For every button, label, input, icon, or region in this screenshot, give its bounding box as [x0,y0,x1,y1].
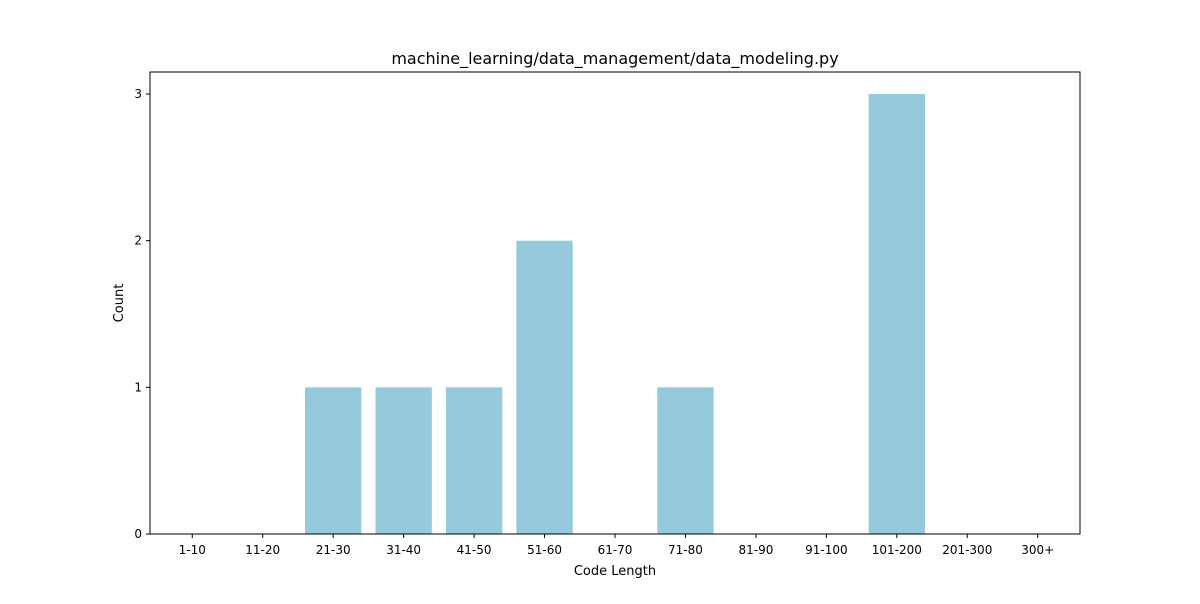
bar-101-200 [868,94,925,534]
x-tick-label: 91-100 [805,543,848,557]
x-tick-label: 21-30 [316,543,351,557]
x-tick-label: 41-50 [457,543,492,557]
y-tick-label: 2 [134,234,142,248]
y-tick-label: 0 [134,527,142,541]
x-tick-label: 101-200 [872,543,922,557]
bar-31-40 [375,387,432,534]
x-tick-label: 11-20 [245,543,280,557]
x-tick-label: 1-10 [179,543,206,557]
x-tick-label: 71-80 [668,543,703,557]
x-tick-label: 51-60 [527,543,562,557]
x-tick-label: 81-90 [738,543,773,557]
chart-title: machine_learning/data_management/data_mo… [391,49,838,69]
x-tick-label: 61-70 [598,543,633,557]
x-axis: 1-10 11-20 21-30 31-40 41-50 51-60 61-70 71-80 8… [179,534,1054,557]
bar-21-30 [305,387,362,534]
y-tick-label: 1 [134,380,142,394]
y-tick-label: 3 [134,87,142,101]
y-axis: 0 1 2 3 [134,87,150,541]
x-tick-label: 201-300 [942,543,992,557]
plot-frame [149,71,1081,535]
x-tick-label: 31-40 [386,543,421,557]
x-axis-label: Code Length [574,564,656,579]
bars-group [305,94,925,534]
bar-41-50 [445,387,503,534]
x-tick-label: 300+ [1021,543,1054,557]
bar-51-60 [516,240,573,534]
y-axis-label: Count [112,284,127,323]
bar-71-80 [657,387,714,534]
